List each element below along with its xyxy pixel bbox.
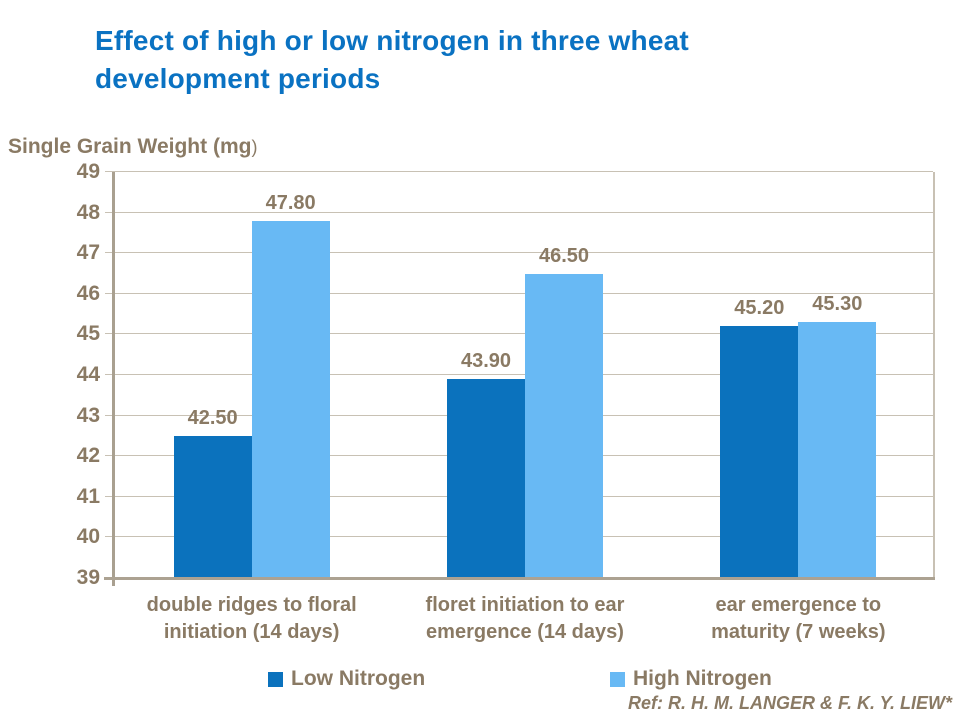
bar-high-nitrogen-2 xyxy=(525,273,603,577)
chart-title-line1: Effect of high or low nitrogen in three … xyxy=(95,25,689,56)
y-tick-label: 43 xyxy=(76,403,100,427)
x-axis-line xyxy=(104,577,935,580)
y-tick-label: 39 xyxy=(76,566,100,589)
legend-swatch-icon xyxy=(610,671,625,687)
chart-title: Effect of high or low nitrogen in three … xyxy=(95,22,689,98)
bar-value-label: 43.90 xyxy=(460,350,512,373)
bar-value-label: 45.30 xyxy=(812,293,863,316)
gridline-y49 xyxy=(105,171,933,172)
gridline-y48 xyxy=(105,211,933,213)
y-tick-label: 42 xyxy=(76,444,100,468)
plot-border-right xyxy=(933,172,935,578)
y-axis-line xyxy=(112,172,115,586)
gridline-y44 xyxy=(105,374,933,375)
x-category-label: double ridges to floral initiation (14 d… xyxy=(146,594,357,643)
x-category-label: floret initiation to ear emergence (14 d… xyxy=(425,594,625,643)
bar-value-label: 45.20 xyxy=(734,297,785,320)
x-category-label: ear emergence to maturity (7 weeks) xyxy=(711,594,886,643)
legend: Low Nitrogen High Nitrogen xyxy=(0,666,960,692)
bar-high-nitrogen-3 xyxy=(798,322,877,577)
bar-low-nitrogen-2 xyxy=(447,379,525,577)
gridline-y46 xyxy=(105,292,933,294)
bar-high-nitrogen-1 xyxy=(251,220,330,577)
bar-value-label: 47.80 xyxy=(265,191,316,214)
legend-label: High Nitrogen xyxy=(633,667,772,690)
y-tick-label: 49 xyxy=(76,160,100,183)
legend-swatch-icon xyxy=(268,671,283,687)
gridline-y45 xyxy=(105,333,933,335)
gridline-y47 xyxy=(105,252,933,254)
y-axis-title-paren: ) xyxy=(251,137,258,157)
y-tick-label: 45 xyxy=(76,322,100,346)
y-tick-label: 40 xyxy=(76,525,100,549)
y-tick-label: 41 xyxy=(76,484,100,508)
bar-low-nitrogen-1 xyxy=(173,435,252,577)
legend-label: Low Nitrogen xyxy=(291,667,426,690)
bar-value-label: 46.50 xyxy=(538,244,590,267)
legend-item-low-nitrogen: Low Nitrogen xyxy=(268,666,425,692)
bar-low-nitrogen-3 xyxy=(720,326,799,577)
y-axis-title: Single Grain Weight (mg) xyxy=(8,134,257,160)
legend-item-high-nitrogen: High Nitrogen xyxy=(610,666,772,692)
y-axis-title-text: Single Grain Weight (mg xyxy=(8,135,252,158)
y-tick-label: 46 xyxy=(76,281,100,305)
bar-value-label: 42.50 xyxy=(187,406,238,429)
chart-title-line2: development periods xyxy=(95,63,381,94)
y-tick-label: 47 xyxy=(76,241,100,265)
y-tick-label: 48 xyxy=(76,200,100,224)
reference-text: Ref: R. H. M. LANGER & F. K. Y. LIEW* xyxy=(627,693,952,713)
y-tick-label: 44 xyxy=(76,363,100,386)
